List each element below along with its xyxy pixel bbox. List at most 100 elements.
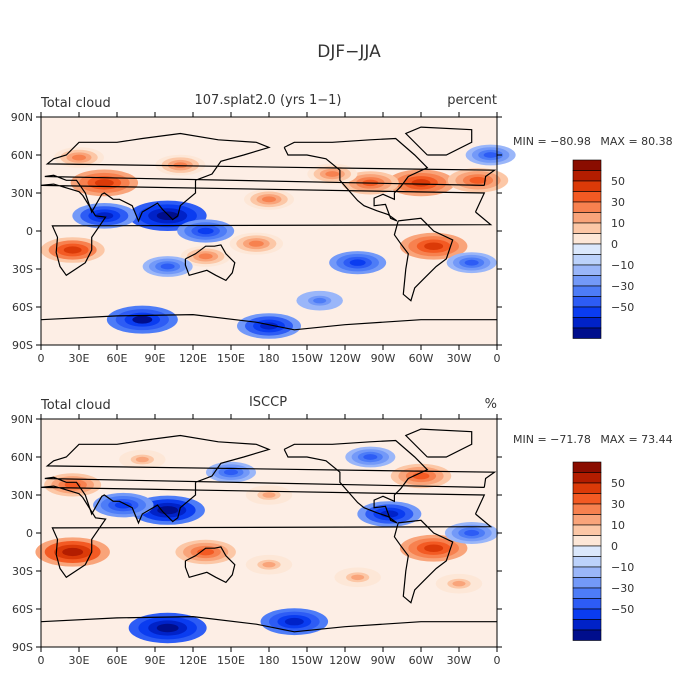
colorbar-label: 50 bbox=[611, 175, 625, 188]
colorbar-label: 30 bbox=[611, 196, 625, 209]
anomaly-blob bbox=[262, 561, 276, 568]
anomaly-blob bbox=[114, 501, 132, 509]
colorbar-swatch bbox=[572, 566, 602, 578]
colorbar-swatch bbox=[572, 608, 602, 620]
lon-label: 0 bbox=[38, 654, 45, 667]
colorbar-2: 50 30 10 0 −10 −30 −50 bbox=[572, 461, 634, 641]
lat-label: 60S bbox=[12, 301, 33, 314]
anomaly-blob bbox=[224, 469, 238, 476]
anomaly-blob bbox=[424, 544, 444, 552]
lon-label: 60W bbox=[409, 352, 434, 365]
lon-label: 60E bbox=[107, 352, 128, 365]
panel-2-min-max: MIN = −71.78 MAX = 73.44 bbox=[513, 433, 673, 446]
anomaly-blob bbox=[197, 548, 215, 556]
anomaly-blob bbox=[262, 196, 276, 203]
lat-label: 90N bbox=[11, 413, 33, 426]
colorbar-label: 0 bbox=[611, 238, 618, 251]
lon-label: 90E bbox=[145, 654, 166, 667]
anomaly-blob bbox=[197, 227, 214, 235]
panel-1-min-max: MIN = −80.98 MAX = 80.38 bbox=[513, 135, 673, 148]
coastlines-1 bbox=[40, 126, 497, 331]
anomaly-blob bbox=[95, 212, 114, 220]
coastline bbox=[44, 434, 497, 525]
anomaly-blob bbox=[156, 211, 179, 221]
lat-label: 90S bbox=[12, 641, 33, 654]
contour-field-2 bbox=[35, 419, 499, 647]
lon-label: 120W bbox=[329, 352, 361, 365]
colorbar-swatch bbox=[572, 556, 602, 568]
coastline bbox=[184, 546, 236, 584]
lon-label: 150W bbox=[291, 654, 323, 667]
coastline bbox=[283, 137, 429, 222]
panel-1-max: MAX = 80.38 bbox=[600, 135, 672, 148]
coastline bbox=[40, 615, 497, 633]
colorbar-swatch bbox=[572, 317, 602, 329]
lat-label: 0 bbox=[26, 225, 33, 238]
lon-label: 30E bbox=[69, 654, 90, 667]
map-axes-2: 0 30E 60E 90E 120E 150E 180 150W 120W 90W 60W 30W 09… bbox=[11, 413, 502, 667]
anomaly-blob bbox=[160, 263, 175, 270]
coastlines-2 bbox=[40, 428, 497, 633]
panel-1-title: 107.splat2.0 (yrs 1−1) bbox=[195, 93, 342, 108]
colorbar-label: −50 bbox=[611, 603, 634, 616]
lon-label: 150E bbox=[217, 352, 245, 365]
colorbar-label: −30 bbox=[611, 280, 634, 293]
map-panel-2: Total cloud ISCCP % 0 30E 60E 90E 120E 150E 18… bbox=[11, 395, 673, 667]
colorbar-1: 50 30 10 0 −10 −30 −50 bbox=[572, 159, 634, 339]
colorbar-swatch bbox=[572, 296, 602, 308]
lon-label: 180 bbox=[259, 352, 280, 365]
colorbar-swatch bbox=[572, 180, 602, 192]
lat-label: 60S bbox=[12, 603, 33, 616]
anomaly-blob bbox=[464, 529, 480, 537]
colorbar-swatch bbox=[572, 545, 602, 557]
map-axes-1: 0 30E 60E 90E 120E 150E 180 150W 120W 90W 60W 30W 09… bbox=[11, 111, 502, 365]
anomaly-blob bbox=[72, 154, 86, 161]
colorbar-label: 0 bbox=[611, 540, 618, 553]
lon-label: 0 bbox=[494, 654, 501, 667]
colorbar-swatch bbox=[572, 201, 602, 213]
lat-label: 30S bbox=[12, 263, 33, 276]
map-panel-1: Total cloud 107.splat2.0 (yrs 1−1) perce… bbox=[11, 93, 673, 365]
lon-label: 60W bbox=[409, 654, 434, 667]
anomaly-blob bbox=[132, 315, 153, 324]
colorbar-swatch bbox=[572, 327, 602, 339]
colorbar-label: 10 bbox=[611, 217, 625, 230]
colorbar-label: −10 bbox=[611, 259, 634, 272]
anomaly-blob bbox=[198, 253, 213, 260]
figure-title: DJF−JJA bbox=[317, 42, 381, 62]
panel-1-min: MIN = −80.98 bbox=[513, 135, 591, 148]
colorbar-swatch bbox=[572, 587, 602, 599]
lon-label: 60E bbox=[107, 654, 128, 667]
lon-label: 120E bbox=[179, 352, 207, 365]
anomaly-blob bbox=[424, 242, 444, 250]
colorbar-swatch bbox=[572, 493, 602, 505]
colorbar-swatch bbox=[572, 535, 602, 547]
colorbar-swatch bbox=[572, 619, 602, 631]
lon-label: 150W bbox=[291, 352, 323, 365]
anomaly-blob bbox=[483, 152, 498, 158]
colorbar-swatch bbox=[572, 503, 602, 515]
colorbar-swatch bbox=[572, 159, 602, 171]
colorbar-swatch bbox=[572, 472, 602, 484]
lat-label: 90N bbox=[11, 111, 33, 124]
coastline bbox=[393, 519, 454, 604]
panel-2-units: % bbox=[485, 397, 497, 412]
anomaly-blob bbox=[156, 623, 179, 633]
lat-label: 60N bbox=[11, 149, 33, 162]
lon-label: 90W bbox=[371, 654, 396, 667]
anomaly-blob bbox=[262, 492, 276, 498]
coastline bbox=[404, 428, 473, 458]
colorbar-swatch bbox=[572, 212, 602, 224]
coastline bbox=[40, 485, 493, 579]
panel-1-units: percent bbox=[447, 93, 497, 108]
colorbar-swatch bbox=[572, 524, 602, 536]
colorbar-swatch bbox=[572, 577, 602, 589]
coastline bbox=[393, 217, 454, 302]
colorbar-label: −50 bbox=[611, 301, 634, 314]
coastline bbox=[44, 132, 497, 223]
contour-field-1 bbox=[40, 117, 516, 345]
lat-label: 30N bbox=[11, 187, 33, 200]
colorbar-swatch bbox=[572, 264, 602, 276]
lon-label: 90E bbox=[145, 352, 166, 365]
anomaly-blob bbox=[62, 547, 84, 557]
